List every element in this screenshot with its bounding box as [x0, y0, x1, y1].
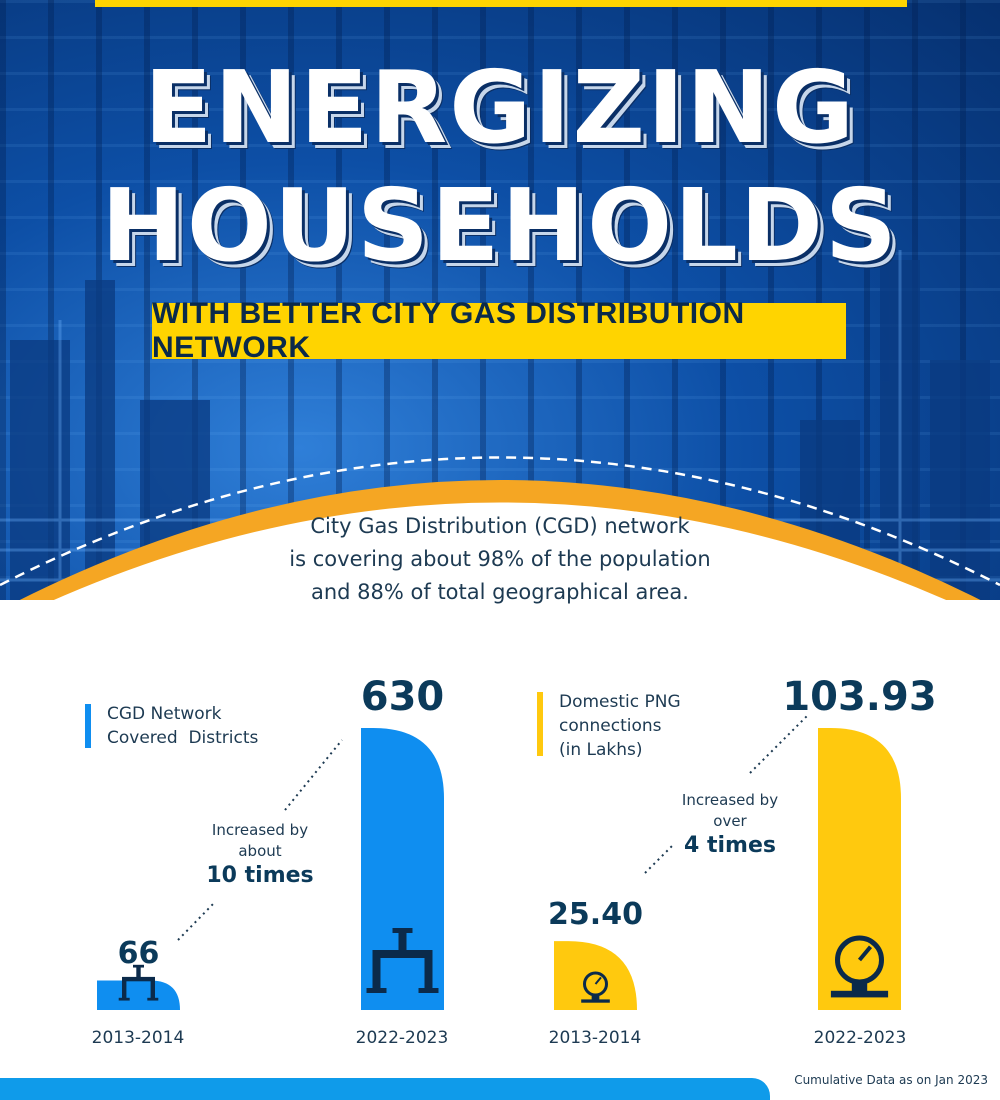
increase-cgd-line-1: Increased by	[211, 821, 309, 839]
gas-pipe-valve-icon	[118, 964, 159, 1001]
top-accent-bar	[95, 0, 907, 7]
legend-swatch-blue	[85, 704, 91, 748]
legend-swatch-yellow	[537, 692, 543, 756]
bar-png-2013-2014	[554, 941, 637, 1010]
year-label-png-2013: 2013-2014	[548, 1028, 642, 1048]
year-label-cgd-2013: 2013-2014	[91, 1028, 185, 1048]
bar-png-2022-2023	[818, 728, 901, 1010]
intro-line-2: is covering about 98% of the population	[289, 547, 711, 571]
footnote: Cumulative Data as on Jan 2023	[794, 1073, 988, 1087]
connector-cgd	[177, 901, 216, 941]
legend-png-line-1: Domestic PNG	[559, 692, 681, 712]
bar-cgd-2022-2023	[361, 728, 444, 1010]
increase-png-emphasis: 4 times	[684, 833, 776, 858]
title-line-2: HOUSEHOLDS	[101, 167, 899, 284]
legend-cgd-line-1: CGD Network	[107, 704, 222, 724]
increase-png-line-2: over	[713, 812, 747, 830]
legend-cgd-line-2: Covered Districts	[107, 728, 259, 748]
gas-meter-gauge-icon	[830, 935, 889, 998]
value-label-cgd-2022: 630	[360, 674, 445, 720]
value-label-cgd-2013: 66	[117, 936, 160, 972]
legend-png-line-3: (in Lakhs)	[559, 740, 643, 760]
increase-cgd-emphasis: 10 times	[206, 863, 314, 888]
subtitle-text: WITH BETTER CITY GAS DISTRIBUTION NETWOR…	[152, 297, 745, 364]
connector-png-top	[749, 714, 809, 774]
connector-cgd-top	[284, 739, 343, 811]
year-label-cgd-2022: 2022-2023	[355, 1028, 449, 1048]
legend-png-connections: Domestic PNG connections (in Lakhs)	[537, 690, 681, 762]
bottom-accent-bar	[0, 1078, 770, 1100]
bar-charts	[97, 714, 901, 1010]
gas-pipe-valve-icon	[366, 928, 439, 993]
increase-note-cgd: Increased by about 10 times	[190, 820, 330, 890]
legend-cgd-districts: CGD Network Covered Districts	[85, 702, 258, 750]
increase-note-png: Increased by over 4 times	[660, 790, 800, 860]
bars-layer	[97, 728, 901, 1010]
connector-png	[644, 845, 673, 874]
intro-text: City Gas Distribution (CGD) network is c…	[200, 510, 800, 609]
value-label-png-2013: 25.40	[548, 897, 643, 933]
subtitle-banner: WITH BETTER CITY GAS DISTRIBUTION NETWOR…	[152, 297, 846, 364]
value-label-png-2022: 103.93	[782, 674, 937, 720]
year-label-png-2022: 2022-2023	[813, 1028, 907, 1048]
title-line-1: ENERGIZING	[143, 49, 857, 166]
intro-line-3: and 88% of total geographical area.	[311, 580, 689, 604]
legend-png-line-2: connections	[559, 716, 662, 736]
bar-cgd-2013-2014	[97, 980, 180, 1010]
intro-line-1: City Gas Distribution (CGD) network	[310, 514, 690, 538]
gas-meter-gauge-icon	[581, 971, 610, 1003]
increase-cgd-line-2: about	[238, 842, 282, 860]
increase-png-line-1: Increased by	[681, 791, 779, 809]
